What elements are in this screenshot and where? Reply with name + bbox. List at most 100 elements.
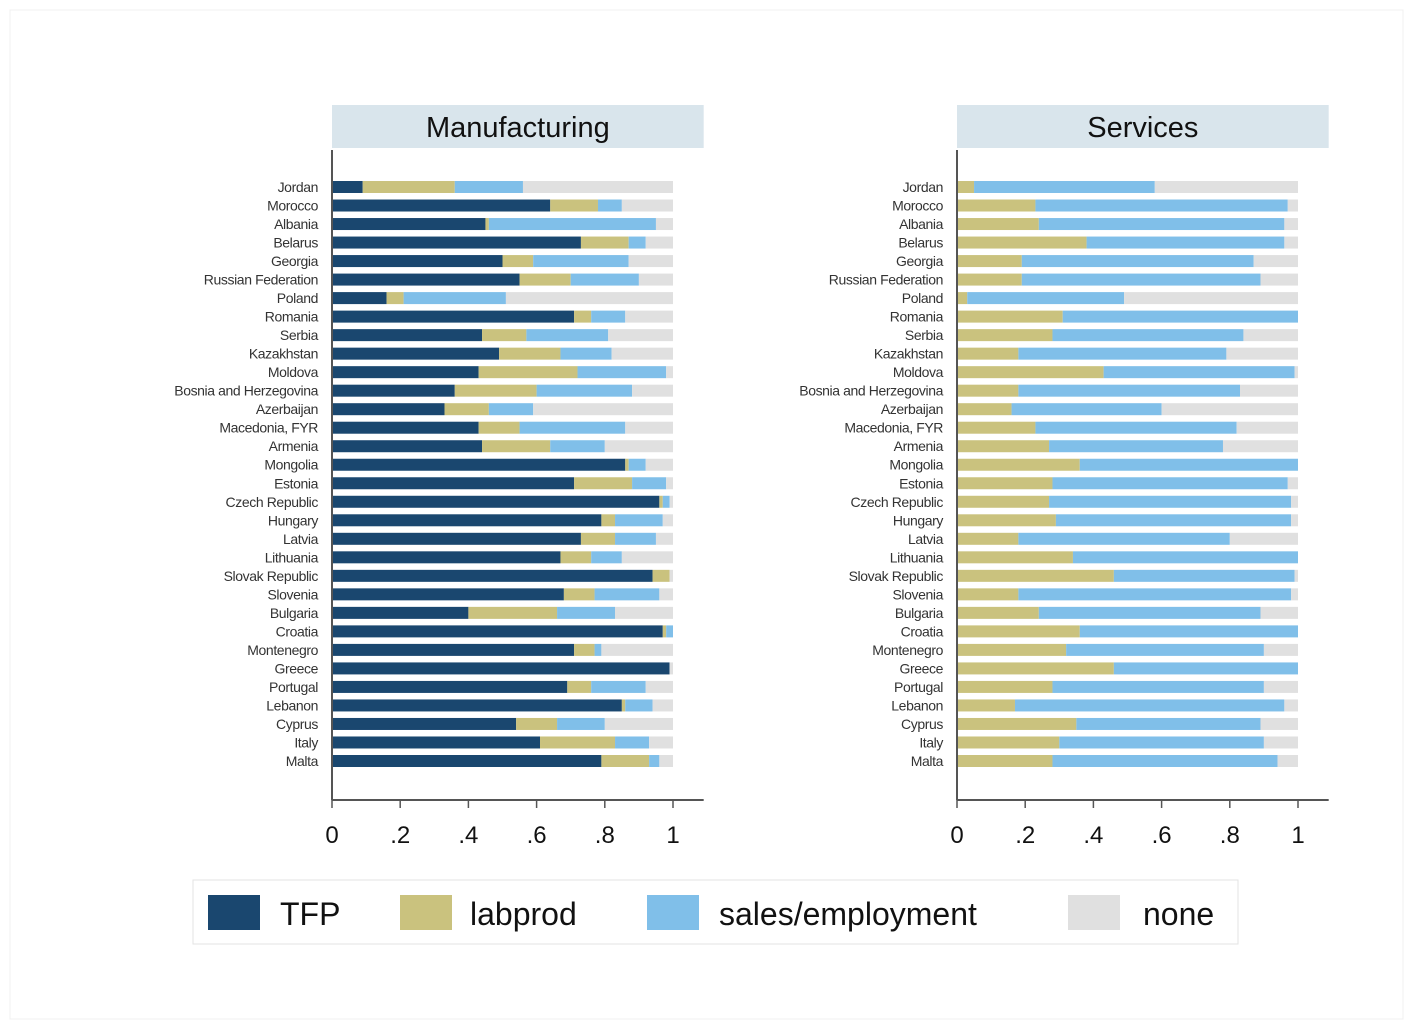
- bar-segment: [567, 680, 592, 693]
- bar-segment: [1055, 514, 1292, 527]
- bar-segment: [615, 606, 673, 619]
- category-label: Hungary: [893, 512, 944, 528]
- bar-segment: [519, 421, 626, 434]
- bar-segment: [957, 495, 1050, 508]
- category-label: Italy: [919, 734, 943, 750]
- bar-segment: [1161, 403, 1298, 416]
- legend-label: sales/employment: [719, 896, 977, 932]
- bar-segment: [1124, 292, 1298, 305]
- bar-segment: [632, 477, 667, 490]
- bar-segment: [1021, 255, 1254, 268]
- category-label: Lebanon: [891, 697, 943, 713]
- bar-segment: [1052, 755, 1278, 767]
- bar-segment: [957, 329, 1053, 342]
- bar-segment: [669, 569, 673, 582]
- bar-segment: [957, 680, 1053, 693]
- bar-segment: [615, 532, 656, 545]
- category-label: Morocco: [892, 198, 943, 214]
- bar-segment: [957, 236, 1087, 249]
- category-label: Latvia: [283, 531, 319, 547]
- x-tick-label: 0: [950, 822, 963, 849]
- bar-segment: [957, 384, 1019, 397]
- bar-segment: [957, 717, 1077, 730]
- x-tick-label: .8: [595, 822, 615, 849]
- bar-segment: [615, 736, 650, 749]
- legend-label: TFP: [280, 896, 340, 932]
- bar-segment: [505, 292, 673, 305]
- category-label: Bosnia and Herzegovina: [799, 383, 943, 399]
- category-label: Romania: [265, 309, 319, 325]
- category-label: Slovak Republic: [224, 568, 319, 584]
- bar-segment: [1011, 403, 1162, 416]
- bar-segment: [1052, 680, 1264, 693]
- bar-segment: [478, 421, 520, 434]
- bar-segment: [1021, 273, 1261, 286]
- bar-segment: [628, 255, 673, 268]
- bar-segment: [557, 606, 616, 619]
- category-label: Azerbaijan: [881, 401, 943, 417]
- bar-segment: [550, 440, 605, 453]
- bar-segment: [332, 292, 387, 305]
- category-label: Kazakhstan: [874, 346, 943, 362]
- bar-segment: [1154, 181, 1298, 193]
- bar-segment: [332, 440, 483, 453]
- bar-segment: [1018, 384, 1241, 397]
- bar-segment: [332, 662, 670, 675]
- bar-segment: [1035, 421, 1237, 434]
- bar-segment: [574, 477, 633, 490]
- bar-segment: [1263, 680, 1298, 693]
- bar-segment: [1038, 218, 1285, 231]
- category-label: Slovak Republic: [849, 568, 944, 584]
- bar-segment: [332, 218, 486, 231]
- bar-segment: [533, 255, 629, 268]
- bar-segment: [540, 736, 616, 749]
- legend-swatch: [400, 895, 452, 930]
- category-label: Poland: [902, 290, 943, 306]
- bar-segment: [574, 310, 592, 323]
- bar-segment: [591, 310, 626, 323]
- bar-segment: [332, 588, 564, 601]
- bar-segment: [669, 662, 673, 675]
- bar-segment: [1294, 569, 1298, 582]
- bar-segment: [608, 329, 673, 342]
- bar-segment: [332, 532, 581, 545]
- bar-segment: [1226, 347, 1298, 360]
- bar-segment: [1291, 588, 1298, 601]
- bar-segment: [332, 717, 517, 730]
- category-label: Slovenia: [892, 586, 943, 602]
- bar-segment: [1079, 458, 1298, 471]
- panel-title: Services: [1087, 112, 1198, 144]
- bar-segment: [1035, 199, 1288, 212]
- category-label: Moldova: [268, 364, 319, 380]
- x-tick-label: .4: [458, 822, 478, 849]
- bar-segment: [957, 588, 1019, 601]
- category-label: Albania: [274, 216, 319, 232]
- bar-segment: [601, 643, 673, 656]
- bar-segment: [1062, 310, 1298, 323]
- bar-segment: [362, 181, 455, 193]
- bar-segment: [488, 218, 656, 231]
- category-label: Latvia: [908, 531, 944, 547]
- bar-segment: [502, 255, 534, 268]
- bar-segment: [550, 199, 598, 212]
- x-tick-label: 1: [666, 822, 679, 849]
- category-label: Armenia: [269, 438, 319, 454]
- bar-segment: [332, 310, 575, 323]
- bar-segment: [621, 699, 626, 712]
- bar-segment: [1076, 717, 1261, 730]
- x-tick-label: .2: [390, 822, 410, 849]
- panel-title: Manufacturing: [426, 112, 610, 144]
- legend-swatch: [647, 895, 699, 930]
- bar-segment: [1291, 495, 1298, 508]
- bar-segment: [649, 755, 660, 767]
- bar-segment: [957, 625, 1080, 638]
- legend-swatch: [1068, 895, 1120, 930]
- bar-segment: [1018, 532, 1230, 545]
- bar-segment: [332, 366, 479, 379]
- bar-segment: [655, 532, 673, 545]
- bar-segment: [332, 273, 520, 286]
- bar-segment: [1072, 551, 1298, 564]
- bar-segment: [1263, 736, 1298, 749]
- legend-label: labprod: [470, 896, 577, 932]
